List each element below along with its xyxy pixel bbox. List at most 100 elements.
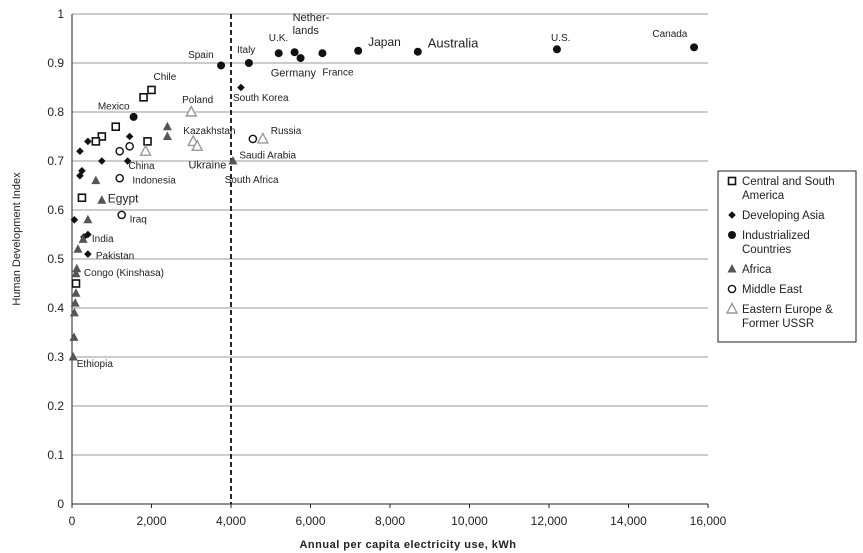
data-point-filled-triangle bbox=[68, 352, 78, 361]
point-label: India bbox=[92, 234, 114, 245]
legend-item-label: Developing Asia bbox=[742, 210, 825, 222]
data-point-filled-diamond bbox=[123, 157, 132, 165]
data-point-open-square bbox=[139, 93, 148, 102]
data-point-open-circle bbox=[117, 210, 126, 220]
data-point-filled-circle bbox=[296, 54, 305, 63]
point-label: Ukraine bbox=[188, 159, 226, 171]
y-tick-label: 0.2 bbox=[47, 399, 64, 413]
point-label: Australia bbox=[428, 35, 479, 50]
data-point-open-triangle bbox=[185, 104, 198, 117]
y-tick-label: 0.7 bbox=[47, 154, 64, 168]
axes-layer: 0 0.1 0.2 0.3 0.4 0.5 0.6 0.7 0.8 0.9 1 0 2,000 4,000… bbox=[47, 7, 726, 528]
legend-item-label: Africa bbox=[742, 264, 772, 276]
point-label: Chile bbox=[153, 72, 176, 83]
y-tick-label: 0.5 bbox=[47, 252, 64, 266]
point-label: Ethiopia bbox=[77, 359, 114, 370]
data-point-filled-triangle bbox=[73, 244, 83, 253]
x-axis-title: Annual per capita electricity use, kWh bbox=[299, 539, 516, 551]
y-tick-label: 0.4 bbox=[47, 301, 64, 315]
data-point-filled-circle bbox=[690, 43, 699, 52]
data-point-filled-triangle bbox=[97, 195, 107, 204]
data-point-filled-circle bbox=[244, 59, 253, 67]
point-label: Japan bbox=[368, 35, 401, 49]
data-point-filled-diamond bbox=[70, 216, 79, 224]
legend-marker-open-triangle bbox=[725, 301, 739, 314]
data-point-open-square bbox=[143, 137, 152, 146]
data-point-open-square bbox=[77, 193, 87, 203]
point-label: China bbox=[128, 161, 155, 172]
data-point-open-square bbox=[97, 132, 107, 141]
y-axis-title: Human Development Index bbox=[11, 172, 23, 306]
data-point-filled-triangle bbox=[78, 234, 88, 243]
point-label: South Africa bbox=[225, 175, 279, 186]
data-point-open-square bbox=[111, 122, 121, 131]
legend: Central and South America Developing Asia I… bbox=[717, 170, 857, 343]
point-label: Nether-lands bbox=[293, 12, 330, 37]
data-point-filled-triangle bbox=[228, 156, 238, 165]
data-point-filled-diamond bbox=[84, 250, 92, 258]
point-label: Egypt bbox=[108, 192, 139, 206]
x-tick-label: 12,000 bbox=[531, 514, 568, 528]
point-label: Germany bbox=[271, 68, 317, 80]
point-label: Iraq bbox=[130, 214, 147, 225]
data-point-filled-circle bbox=[413, 47, 422, 56]
legend-item-label: Industrialized Countries bbox=[742, 230, 810, 256]
point-label: Saudi Arabia bbox=[239, 151, 296, 162]
data-point-open-circle bbox=[115, 173, 124, 183]
point-label: U.K. bbox=[269, 33, 288, 44]
data-point-filled-circle bbox=[129, 112, 138, 121]
x-tick-label: 2,000 bbox=[136, 514, 166, 528]
grid-layer bbox=[72, 13, 708, 456]
point-label: Indonesia bbox=[132, 176, 176, 187]
data-point-filled-circle bbox=[290, 48, 299, 57]
data-point-filled-triangle bbox=[162, 121, 172, 131]
data-point-filled-circle bbox=[217, 61, 226, 70]
data-point-filled-triangle bbox=[91, 175, 101, 185]
x-tick-label: 14,000 bbox=[610, 514, 647, 528]
data-point-filled-circle bbox=[354, 46, 363, 55]
data-point-filled-diamond bbox=[78, 167, 86, 175]
legend-marker-filled-circle bbox=[728, 231, 736, 239]
data-point-filled-triangle bbox=[70, 298, 80, 307]
data-point-open-square bbox=[91, 137, 101, 146]
data-point-open-circle bbox=[248, 134, 258, 144]
y-tick-label: 0.1 bbox=[47, 448, 64, 462]
point-label: Mexico bbox=[98, 102, 130, 113]
data-point-open-triangle bbox=[256, 131, 269, 144]
data-point-open-square bbox=[71, 279, 81, 288]
point-label: Kazakhstan bbox=[183, 126, 235, 137]
x-tick-label: 4,000 bbox=[216, 514, 246, 528]
legend-marker-filled-triangle bbox=[727, 264, 737, 273]
y-tick-label: 0.6 bbox=[47, 203, 64, 217]
data-point-filled-triangle bbox=[69, 332, 79, 341]
y-tick-label: 1 bbox=[57, 7, 64, 21]
data-point-filled-triangle bbox=[69, 307, 79, 317]
point-label: Congo (Kinshasa) bbox=[84, 268, 164, 279]
data-point-filled-diamond bbox=[125, 132, 134, 141]
point-labels-layer: Chile Mexico Poland South Korea Kazakhstan Ru… bbox=[77, 12, 688, 370]
legend-item-label: Central and South America bbox=[742, 176, 835, 202]
data-point-filled-diamond bbox=[76, 171, 84, 180]
data-point-filled-diamond bbox=[76, 147, 84, 155]
legend-item-label: Eastern Europe & Former USSR bbox=[742, 304, 833, 330]
legend-marker-open-circle bbox=[727, 284, 737, 294]
data-point-filled-triangle bbox=[71, 288, 81, 297]
point-label: Canada bbox=[652, 29, 687, 40]
legend-marker-filled-diamond bbox=[728, 211, 736, 219]
data-point-filled-diamond bbox=[98, 157, 106, 165]
y-tick-label: 0.3 bbox=[47, 350, 64, 364]
data-point-filled-triangle bbox=[72, 263, 82, 273]
data-point-filled-triangle bbox=[162, 131, 172, 140]
point-label: France bbox=[322, 67, 354, 78]
point-label: Pakistan bbox=[96, 251, 134, 262]
data-point-open-triangle bbox=[191, 139, 204, 152]
point-label: Spain bbox=[188, 50, 214, 61]
legend-item-label: Middle East bbox=[742, 284, 803, 296]
data-point-filled-diamond bbox=[84, 137, 92, 146]
point-label: Italy bbox=[237, 45, 255, 56]
y-tick-label: 0.8 bbox=[47, 105, 64, 119]
data-point-open-circle bbox=[115, 146, 124, 156]
x-tick-label: 10,000 bbox=[451, 514, 488, 528]
data-point-filled-circle bbox=[552, 45, 561, 54]
